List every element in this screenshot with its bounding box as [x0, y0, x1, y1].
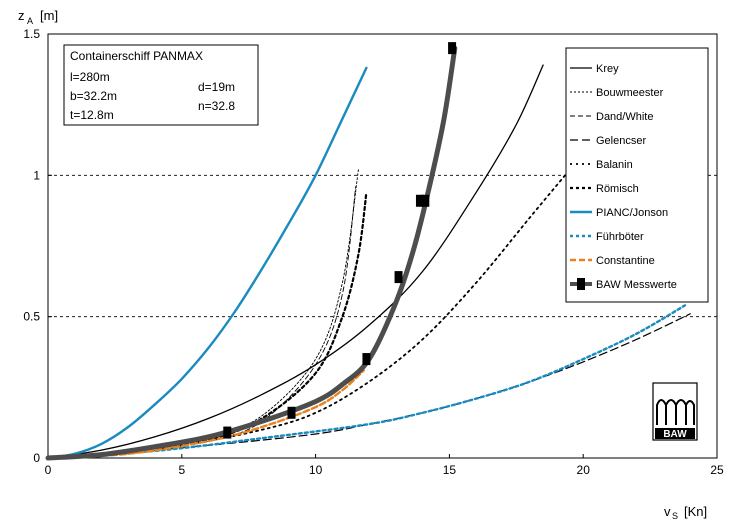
y-tick-label: 0 — [33, 451, 40, 465]
baw-logo-arches — [656, 399, 695, 425]
info-box-length: l=280m — [70, 70, 110, 84]
y-tick-label: 0.5 — [23, 310, 40, 324]
legend-marker-baw-messwerte — [577, 278, 585, 290]
x-tick-label: 15 — [443, 463, 457, 477]
data-marker-baw-messwerte — [287, 406, 296, 419]
legend: Krey Bouwmeester Dand/White Gelencser Balani… — [565, 47, 709, 303]
legend-label-balanin: Balanin — [596, 159, 633, 171]
info-box-draft: t=12.8m — [70, 108, 114, 122]
info-box-depth: d=19m — [198, 80, 235, 94]
legend-label-krey: Krey — [596, 63, 619, 75]
series-line-krey — [47, 64, 544, 459]
x-tick-label: 10 — [309, 463, 323, 477]
legend-label-pianc-jonson: PIANC/Jonson — [596, 207, 668, 219]
x-tick-label: 25 — [710, 463, 724, 477]
plot-frame — [47, 33, 718, 459]
series-line-f-hrb-ter — [46, 304, 687, 460]
legend-label-bouwmeester: Bouwmeester — [596, 87, 664, 99]
x-axis-label-sub: S — [672, 511, 678, 521]
baw-logo-band — [655, 428, 695, 439]
data-marker-baw-messwerte — [223, 426, 232, 439]
baw-logo: BAW — [652, 382, 698, 441]
legend-label-f-hrb-ter: Führböter — [596, 231, 644, 243]
series-line-constantine — [46, 369, 365, 460]
series-line-baw-messwerte — [45, 45, 458, 461]
y-tick-label: 1 — [33, 168, 40, 182]
info-box-ratio: n=32.8 — [198, 99, 235, 113]
data-marker-baw-messwerte — [415, 194, 424, 207]
data-marker-baw-messwerte — [448, 42, 457, 55]
y-tick-label: 1.5 — [23, 27, 40, 41]
x-tick-label: 5 — [178, 463, 185, 477]
info-box: Containerschiff PANMAX l=280m b=32.2m t=… — [63, 44, 259, 126]
legend-label-r-misch: Römisch — [596, 183, 639, 195]
info-box-title: Containerschiff PANMAX — [70, 49, 203, 63]
data-marker-baw-messwerte — [362, 353, 371, 366]
legend-label-dand-white: Dand/White — [596, 111, 653, 123]
y-axis-label: z A [m] — [18, 8, 58, 26]
x-axis-label-main: v — [664, 504, 671, 519]
series-line-pianc-jonson — [46, 66, 368, 460]
x-tick-label: 0 — [45, 463, 52, 477]
y-axis-label-sub: A — [27, 16, 33, 26]
y-axis-label-unit: [m] — [40, 8, 58, 23]
x-axis-label-unit: [Kn] — [684, 504, 707, 519]
baw-logo-text: BAW — [663, 429, 687, 440]
info-box-beam: b=32.2m — [70, 89, 117, 103]
info-box-frame — [63, 44, 259, 126]
x-axis-label: v S [Kn] — [664, 504, 707, 521]
legend-label-baw-messwerte: BAW Messwerte — [596, 279, 677, 291]
legend-label-gelencser: Gelencser — [596, 135, 646, 147]
data-marker-baw-messwerte — [421, 194, 430, 207]
data-marker-baw-messwerte — [394, 271, 403, 284]
y-axis-label-main: z — [18, 8, 25, 23]
legend-label-constantine: Constantine — [596, 255, 655, 267]
x-tick-label: 20 — [577, 463, 591, 477]
series-group — [45, 42, 691, 461]
